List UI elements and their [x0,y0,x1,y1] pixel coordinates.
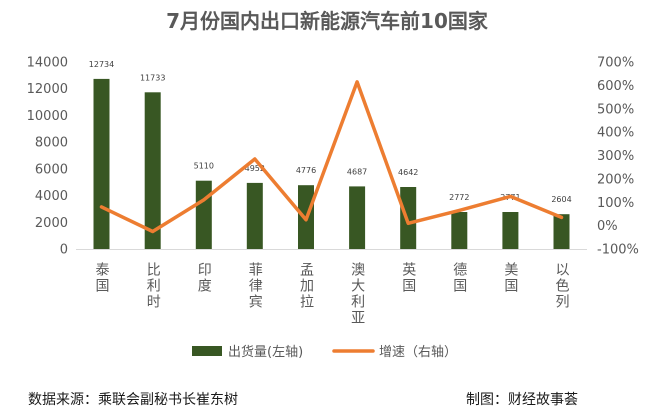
bar-data-label: 2604 [551,195,571,204]
shipment-bar [93,78,110,250]
shipment-bar [246,182,263,249]
growth-point [508,194,512,198]
shipment-bar [195,180,212,249]
right-tick-label: 0% [597,219,618,234]
left-tick-label: 6000 [35,162,68,177]
growth-point [560,215,563,219]
left-axis: 0 2000 4000 6000 8000 10000 12000 14000 [27,56,68,258]
growth-point [202,198,206,202]
growth-point [151,230,155,233]
right-tick-label: 700% [597,56,634,71]
right-tick-label: 100% [597,196,634,211]
growth-point [457,208,461,212]
chart-title: 7月份国内出口新能源汽车前10国家 [166,9,489,33]
shipment-bar [400,187,417,249]
shipment-bar [349,186,366,249]
legend-swatch-shipments [192,346,222,356]
growth-point [406,221,410,225]
bar-data-label: 12734 [89,60,114,69]
bar-data-label: 4687 [347,167,367,176]
left-tick-label: 2000 [35,216,68,231]
bar-data-label: 4642 [398,168,418,177]
left-tick-label: 12000 [27,82,68,97]
data-source-note: 数据来源：乘联会副秘书长崔东树 [28,392,238,408]
right-axis: -100% 0% 100% 200% 300% 400% 500% 600% 700% [597,56,639,258]
right-tick-label: 300% [597,149,634,164]
growth-point [100,205,103,209]
growth-point [355,80,359,84]
bar-data-label: 2772 [449,193,469,202]
left-tick-label: 8000 [35,136,68,151]
right-tick-label: 400% [597,126,634,141]
right-tick-label: 500% [597,102,634,117]
growth-rate-line [99,80,564,234]
left-tick-label: 4000 [35,189,68,204]
left-tick-label: 14000 [27,56,68,71]
bar-data-label: 4952 [245,164,265,173]
bar-data-label: 5110 [194,162,214,171]
bar-data-label: 11733 [140,73,165,82]
growth-point [304,218,308,222]
right-tick-label: 200% [597,172,634,187]
bar-data-labels: 1273411733511049524776468746422772277126… [89,60,572,204]
legend-label-growth: 增速（右轴） [379,345,457,360]
left-tick-label: 0 [60,243,68,258]
shipment-bar [451,212,468,249]
chart-credit: 制图：财经故事荟 [466,391,578,408]
right-tick-label: -100% [597,243,639,258]
left-tick-label: 10000 [27,109,68,124]
right-tick-label: 600% [597,79,634,94]
shipment-bar [553,214,570,249]
shipment-bar [502,212,519,249]
bar-data-label: 4776 [296,166,316,175]
shipment-bar [144,92,161,249]
growth-point [253,157,257,161]
legend-label-shipments: 出货量(左轴) [228,344,303,360]
growth-rate-points [100,80,563,233]
legend: 出货量(左轴) 增速（右轴） [192,344,457,360]
